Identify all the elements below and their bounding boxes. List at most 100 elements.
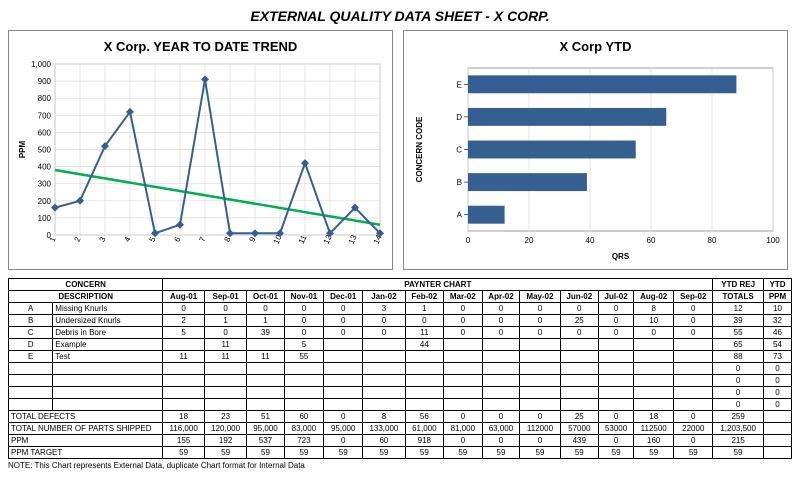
val-cell: 2 [163,315,205,327]
val-cell [163,363,205,375]
val-cell: 25 [560,315,598,327]
cell: 0 [482,411,520,423]
val-cell: 1 [405,303,443,315]
cell: 0 [324,411,363,423]
code-cell: C [9,327,53,339]
hdr-month: Dec-01 [324,291,363,303]
ppm-cell: 0 [763,375,791,387]
cell: 59 [444,447,482,459]
cell: 51 [247,411,284,423]
cell: 0 [674,435,713,447]
val-cell [599,351,634,363]
val-cell: 0 [204,303,246,315]
cell: 0 [599,435,634,447]
hdr-month: Mar-02 [444,291,482,303]
val-cell [247,339,284,351]
val-cell: 10 [634,315,674,327]
val-cell: 44 [405,339,443,351]
val-cell [363,399,405,411]
svg-text:5: 5 [148,235,158,243]
svg-text:100: 100 [38,214,52,223]
val-cell [520,399,560,411]
desc-cell [53,399,163,411]
val-cell [363,351,405,363]
val-cell [634,375,674,387]
val-cell: 0 [204,327,246,339]
hdr-month: Jul-02 [599,291,634,303]
svg-text:C: C [456,146,462,155]
trend-chart: X Corp. YEAR TO DATE TREND 0100200300400… [8,30,393,270]
svg-text:PPM: PPM [18,141,27,159]
tot-cell: 12 [713,303,764,315]
val-cell: 0 [284,315,324,327]
val-cell [560,387,598,399]
svg-text:100: 100 [766,236,780,245]
val-cell [163,375,205,387]
cell: 0 [520,411,560,423]
svg-text:60: 60 [647,236,656,245]
svg-text:0: 0 [466,236,471,245]
cell: 0 [599,411,634,423]
val-cell [599,375,634,387]
val-cell: 0 [324,327,363,339]
bar-plot: 020406080100EDCBAQRSCONCERN CODE [408,58,783,263]
svg-text:700: 700 [38,111,52,120]
val-cell [405,387,443,399]
val-cell [560,363,598,375]
val-cell [444,387,482,399]
val-cell: 0 [482,303,520,315]
cell: 0 [674,411,713,423]
hdr-ytdrej: YTD REJ [713,279,764,291]
val-cell: 0 [163,303,205,315]
svg-text:2: 2 [73,235,83,243]
val-cell [560,399,598,411]
tot-cell: 0 [713,375,764,387]
tot-cell: 39 [713,315,764,327]
svg-text:B: B [457,178,462,187]
cell: 57000 [560,423,598,435]
val-cell: 5 [284,339,324,351]
val-cell [634,339,674,351]
cell: 59 [560,447,598,459]
val-cell [204,399,246,411]
cell: 0 [324,435,363,447]
svg-text:600: 600 [38,128,52,137]
code-cell: B [9,315,53,327]
val-cell: 0 [444,327,482,339]
cell: 59 [713,447,764,459]
parts-shipped-label: TOTAL NUMBER OF PARTS SHIPPED [9,423,163,435]
val-cell [247,399,284,411]
code-cell [9,363,53,375]
ppm-cell: 0 [763,387,791,399]
val-cell [405,399,443,411]
val-cell [674,351,713,363]
charts-row: X Corp. YEAR TO DATE TREND 0100200300400… [8,30,792,270]
desc-cell [53,363,163,375]
hdr-month: Jun-02 [560,291,598,303]
val-cell [363,375,405,387]
svg-text:QRS: QRS [612,252,630,261]
svg-text:20: 20 [525,236,534,245]
hdr-month: Oct-01 [247,291,284,303]
val-cell [405,351,443,363]
val-cell: 0 [520,327,560,339]
trend-plot: 01002003004005006007008009001,0001234567… [13,58,388,263]
hdr-paynter: PAYNTER CHART [163,279,713,291]
val-cell: 0 [284,327,324,339]
val-cell [324,363,363,375]
val-cell [363,387,405,399]
desc-cell [53,375,163,387]
cell: 537 [247,435,284,447]
code-cell [9,399,53,411]
tot-cell: 65 [713,339,764,351]
desc-cell: Missing Knurls [53,303,163,315]
val-cell [520,387,560,399]
val-cell [247,363,284,375]
val-cell [634,351,674,363]
val-cell: 0 [324,303,363,315]
code-cell: A [9,303,53,315]
ppm-label: PPM [9,435,163,447]
svg-text:7: 7 [198,235,208,243]
ppm-cell: 46 [763,327,791,339]
page-title: EXTERNAL QUALITY DATA SHEET - X CORP. [8,8,792,24]
